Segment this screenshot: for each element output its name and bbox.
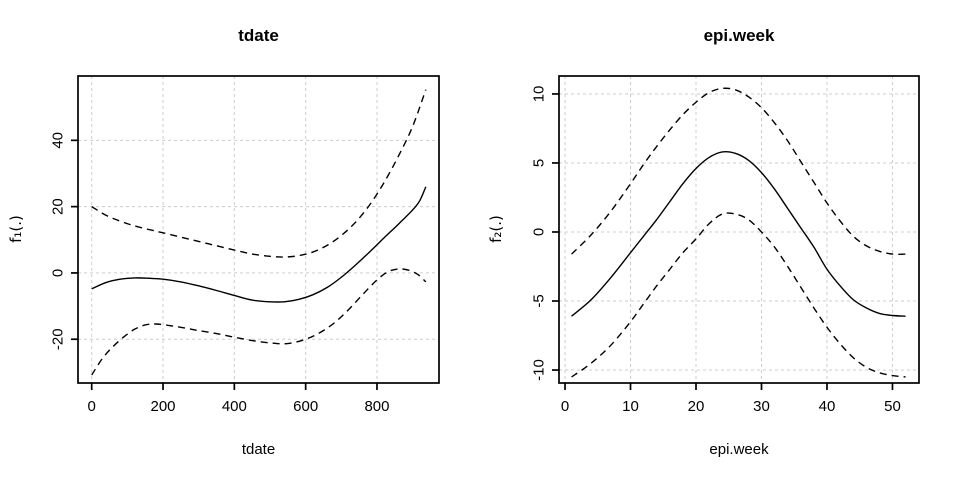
- series-lower-ci-dashed-line: [91, 268, 427, 376]
- y-tick-label: 0: [50, 269, 67, 277]
- series-fit-line: [571, 150, 906, 317]
- y-tick-label: -20: [50, 328, 67, 350]
- y-tick-label: 5: [531, 159, 548, 167]
- series-upper-ci-dashed-line: [91, 89, 427, 258]
- panel2-x-axis-label: epi.week: [709, 441, 769, 458]
- x-tick-label: 400: [222, 398, 247, 415]
- y-tick-label: 0: [531, 228, 548, 236]
- panel2-title: epi.week: [703, 26, 775, 45]
- y-tick-label: -5: [531, 294, 548, 307]
- x-tick-label: 800: [364, 398, 389, 415]
- x-tick-label: 10: [622, 398, 639, 415]
- x-tick-label: 20: [688, 398, 705, 415]
- panel1-x-axis-label: tdate: [241, 441, 276, 458]
- series-lower-ci-dashed-line: [571, 212, 906, 378]
- plot-box: [77, 75, 440, 384]
- plot-box: [558, 75, 920, 384]
- panel1-title: tdate: [238, 26, 279, 45]
- x-tick-label: 600: [293, 398, 318, 415]
- panel1-y-axis-label: f₁(.): [7, 215, 25, 243]
- series-fit-line: [91, 186, 427, 303]
- series-upper-ci-dashed-line: [571, 87, 906, 255]
- y-tick-label: 20: [50, 198, 67, 215]
- x-tick-label: 0: [561, 398, 569, 415]
- x-tick-label: 200: [151, 398, 176, 415]
- panel2-y-axis-label: f₂(.): [487, 215, 505, 243]
- y-tick-label: 10: [531, 86, 548, 103]
- y-tick-label: 40: [50, 132, 67, 149]
- y-tick-label: -10: [531, 359, 548, 381]
- x-tick-label: 40: [819, 398, 836, 415]
- x-tick-label: 30: [753, 398, 770, 415]
- x-tick-label: 0: [88, 398, 96, 415]
- x-tick-label: 50: [884, 398, 901, 415]
